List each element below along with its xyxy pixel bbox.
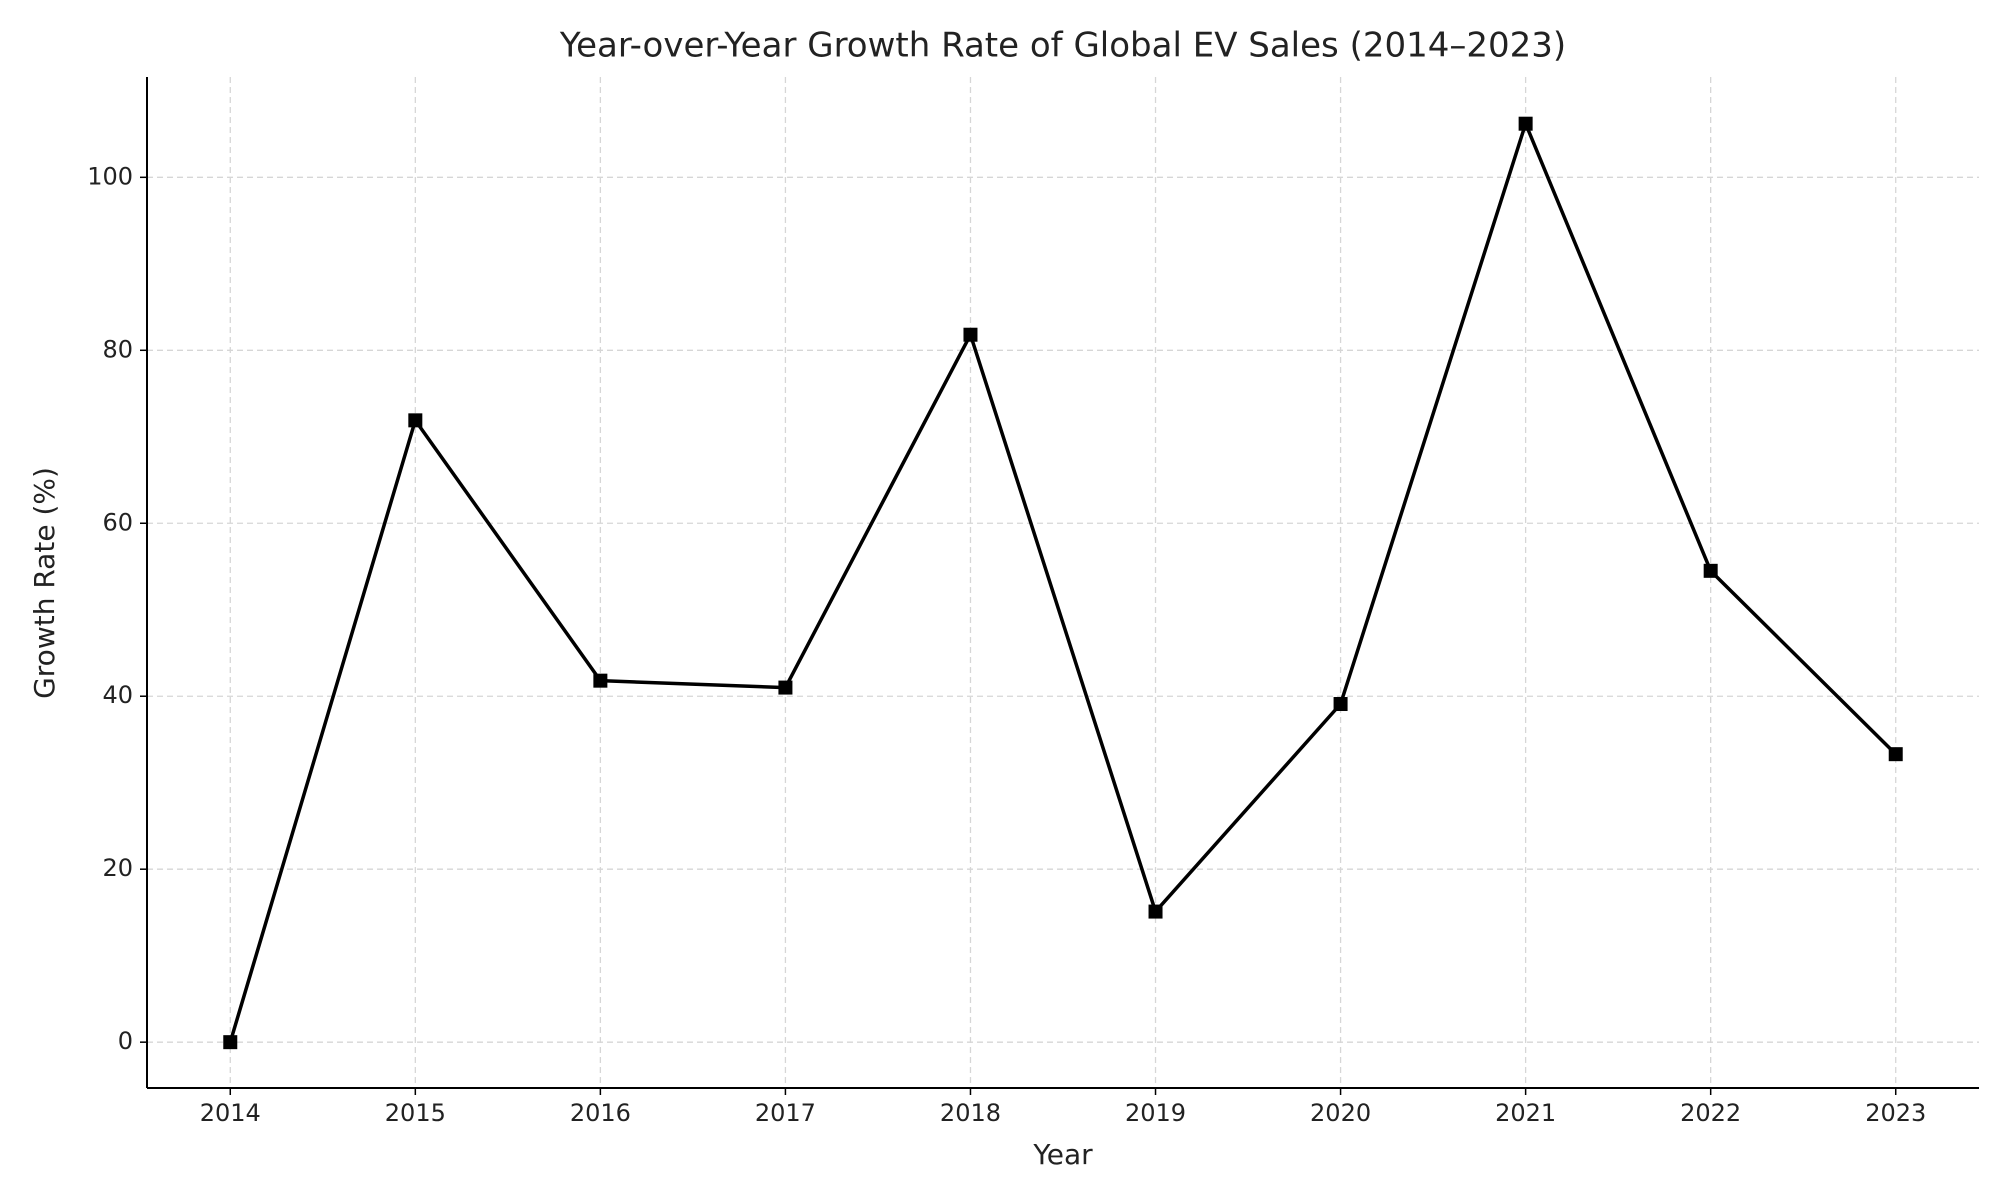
x-tick-label: 2015 [385,1099,446,1127]
y-tick-label: 0 [118,1027,133,1055]
y-tick-label: 80 [102,335,133,363]
x-axis-label: Year [1032,1138,1093,1171]
marker [963,327,978,342]
marker [1888,747,1903,762]
x-tick-label: 2020 [1310,1099,1371,1127]
marker [223,1035,238,1050]
marker [1518,116,1533,131]
x-tick-label: 2023 [1865,1099,1926,1127]
x-tick-label: 2019 [1125,1099,1186,1127]
y-tick-label: 100 [87,162,133,190]
y-axis-label: Growth Rate (%) [28,467,61,699]
marker [408,413,423,428]
x-tick-label: 2017 [755,1099,816,1127]
marker [593,673,608,688]
x-tick-label: 2021 [1495,1099,1556,1127]
x-tick-label: 2014 [200,1099,261,1127]
marker [1148,904,1163,919]
marker [1333,697,1348,712]
x-tick-label: 2016 [570,1099,631,1127]
marker [778,680,793,695]
y-tick-label: 20 [102,854,133,882]
y-tick-label: 40 [102,681,133,709]
x-tick-label: 2022 [1680,1099,1741,1127]
line [228,121,1897,1043]
chart-title: Year-over-Year Growth Rate of Global EV … [559,26,1566,66]
x-tick-label: 2018 [940,1099,1001,1127]
y-tick-label: 60 [102,508,133,536]
marker [1703,563,1718,578]
